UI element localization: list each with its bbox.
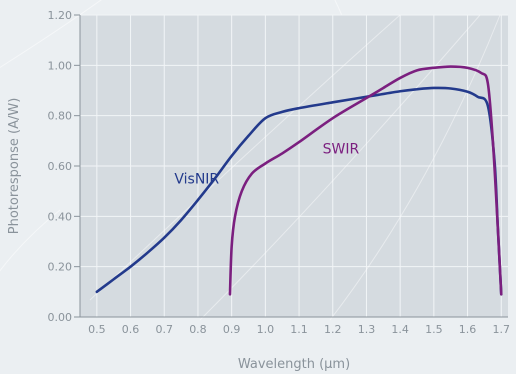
decor-arc: [0, 0, 102, 68]
x-tick-label: 0.9: [223, 323, 241, 336]
x-tick-label: 1.3: [358, 323, 376, 336]
decor-arc: [89, 14, 401, 301]
y-tick-label: 0.80: [48, 110, 73, 123]
y-tick-label: 1.00: [48, 59, 73, 72]
x-tick-label: 1.1: [290, 323, 308, 336]
plot-arcs: [89, 14, 501, 321]
series-lines: [95, 65, 503, 296]
series-label-visnir: VisNIR: [174, 172, 219, 188]
series-label-swir: SWIR: [323, 141, 360, 157]
y-tick-label: 0.40: [48, 210, 73, 223]
x-tick-label: 1.7: [493, 323, 511, 336]
x-tick-label: 1.6: [459, 323, 477, 336]
grid: [80, 14, 508, 318]
x-tick-label: 1.0: [257, 323, 275, 336]
y-tick-labels: 0.00 0.20 0.40 0.60 0.80 1.00 1.20: [48, 9, 73, 324]
decor-arc: [329, 14, 501, 321]
decor-arc: [0, 209, 61, 272]
y-axis-title: Photoresponse (A/W): [7, 98, 22, 235]
x-axis-title: Wavelength (µm): [238, 357, 350, 372]
x-tick-label: 0.8: [189, 323, 207, 336]
series-line-swir: [228, 65, 503, 296]
decor-arc: [199, 14, 481, 321]
x-tick-label: 0.7: [156, 323, 174, 336]
x-tick-label: 1.5: [425, 323, 443, 336]
series-line-visnir: [95, 86, 503, 296]
y-tick-label: 0.60: [48, 160, 73, 173]
series-labels: VisNIR SWIR: [174, 141, 359, 187]
x-tick-label: 0.6: [122, 323, 140, 336]
x-tick-label: 1.4: [391, 323, 409, 336]
x-tick-labels: 0.5 0.6 0.7 0.8 0.9 1.0 1.1 1.2 1.3 1.4 1.5 1.6 1.7: [88, 323, 510, 336]
y-tick-label: 0.00: [48, 311, 73, 324]
axes: [74, 14, 508, 318]
y-tick-label: 1.20: [48, 9, 73, 22]
y-tick-label: 0.20: [48, 261, 73, 274]
x-tick-label: 0.5: [88, 323, 106, 336]
x-tick-label: 1.2: [324, 323, 342, 336]
